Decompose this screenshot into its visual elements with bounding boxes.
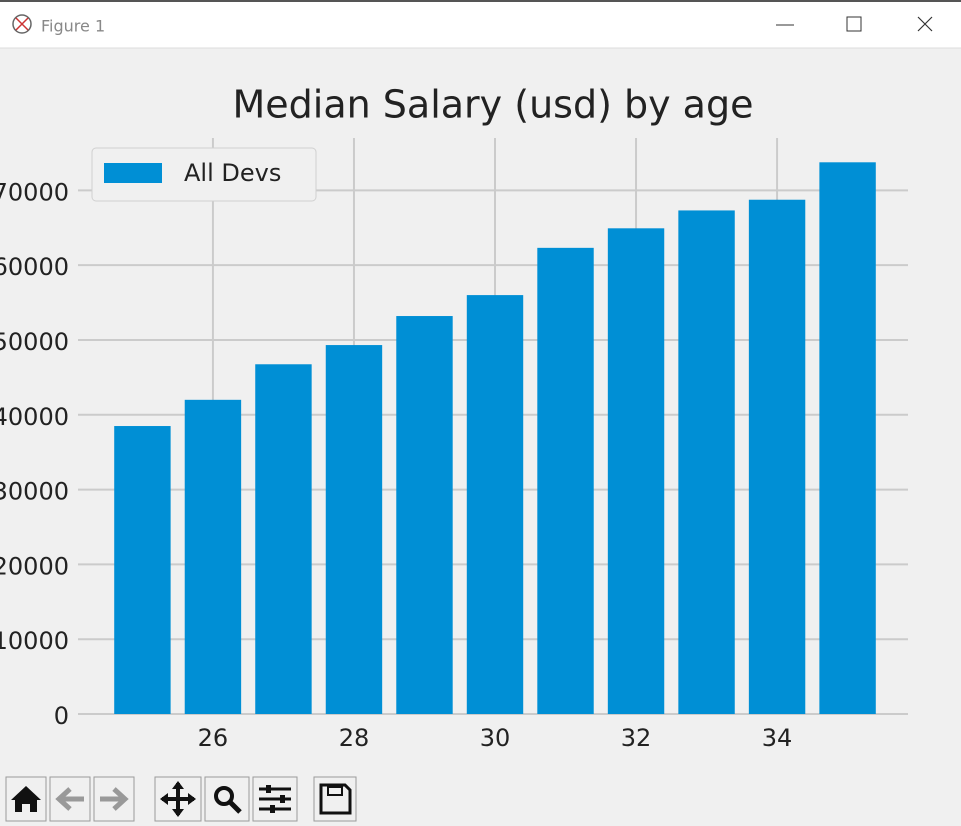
x-tick-label: 34 (762, 724, 793, 752)
y-tick-label: 20000 (0, 552, 69, 580)
legend-label: All Devs (184, 159, 281, 187)
x-tick-label: 28 (339, 724, 370, 752)
back-icon (55, 787, 84, 811)
bar (255, 364, 312, 714)
legend-box (91, 147, 317, 202)
bar (537, 247, 594, 715)
close-button[interactable] (917, 16, 933, 32)
bar (114, 426, 171, 714)
x-tick-label: 26 (198, 724, 229, 752)
y-tick-label: 30000 (0, 478, 69, 506)
window-title: Figure 1 (41, 17, 105, 36)
title-bar (0, 0, 961, 48)
zoom-handle (228, 800, 242, 814)
bar (396, 316, 453, 714)
toolbar (5, 776, 357, 822)
bar (819, 162, 876, 714)
y-tick-label: 60000 (0, 253, 69, 281)
app-icon (12, 14, 32, 34)
legend-swatch (104, 163, 162, 183)
x-tick-label: 32 (621, 724, 652, 752)
slider-knob (266, 785, 271, 793)
home-icon (11, 786, 41, 812)
bar (607, 228, 665, 715)
slider-knob (280, 795, 285, 803)
pan-arrows (160, 781, 196, 817)
bar (325, 345, 383, 714)
maximize-button[interactable] (846, 16, 862, 32)
bar (748, 199, 806, 714)
slider-knob (270, 805, 275, 813)
zoom-icon (214, 786, 234, 806)
app-icon-detail (15, 17, 29, 31)
zoom-button[interactable] (204, 776, 250, 822)
save-icon-detail (327, 786, 343, 796)
y-tick-label: 0 (54, 702, 69, 730)
chart-title: Median Salary (usd) by age (233, 83, 754, 127)
bar (678, 210, 735, 714)
bar (466, 295, 524, 714)
y-tick-label: 70000 (0, 178, 69, 206)
bar (184, 399, 242, 714)
save-icon (319, 783, 352, 815)
x-tick-label: 30 (480, 724, 511, 752)
y-tick-label: 50000 (0, 328, 69, 356)
y-tick-label: 10000 (0, 627, 69, 655)
forward-icon (100, 787, 129, 811)
y-tick-label: 40000 (0, 403, 69, 431)
